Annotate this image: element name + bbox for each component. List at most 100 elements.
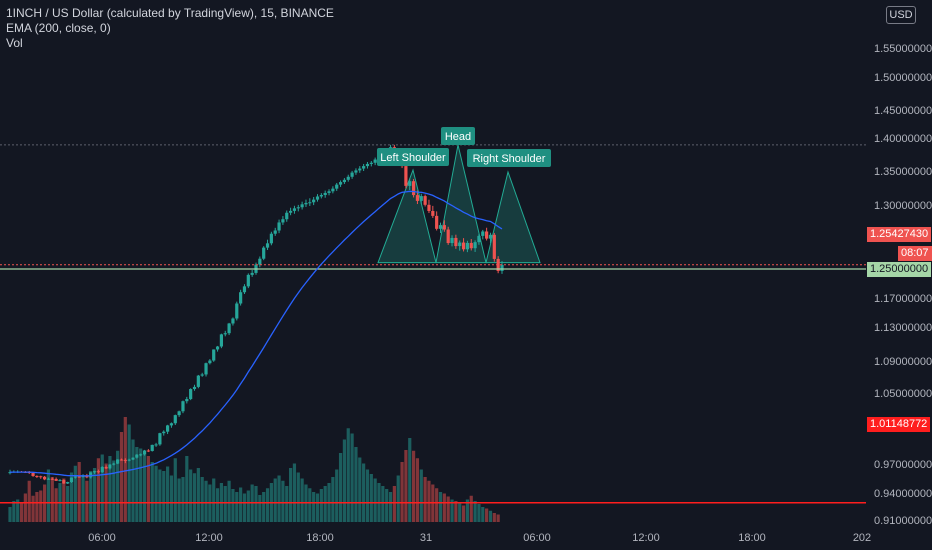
candle-body	[200, 374, 204, 376]
volume-bar	[81, 475, 85, 522]
volume-bar	[50, 477, 54, 522]
y-tick-label: 0.91000000	[874, 515, 932, 527]
volume-bar	[235, 492, 239, 522]
volume-bar	[373, 478, 377, 522]
volume-bar	[458, 503, 462, 522]
ema-indicator-label[interactable]: EMA (200, close, 0)	[6, 21, 111, 35]
candle-body	[215, 346, 220, 350]
candle-body	[346, 176, 350, 180]
x-tick-label: 12:00	[632, 532, 660, 544]
horizontal-lines	[0, 144, 866, 504]
volume-bar	[189, 469, 193, 522]
candle-body	[189, 389, 193, 400]
volume-bar	[496, 514, 500, 522]
candle-body	[300, 204, 304, 208]
volume-bar	[473, 501, 477, 522]
candle-body	[250, 272, 254, 275]
candle-body	[77, 476, 81, 478]
candle-body	[315, 196, 320, 200]
symbol-title[interactable]: 1INCH / US Dollar (calculated by Trading…	[6, 6, 334, 20]
candle-body	[123, 459, 127, 461]
candle-body	[35, 475, 39, 477]
time-axis[interactable]: 06:00 12:00 18:00 31 06:00 12:00 18:00 202	[88, 532, 871, 544]
x-tick-label: 12:00	[195, 532, 223, 544]
volume-bar	[112, 460, 116, 522]
candle-body	[373, 159, 377, 163]
candle-body	[58, 480, 62, 482]
volume-bar	[165, 466, 170, 522]
candle-body	[273, 230, 277, 234]
volume-bar	[119, 432, 124, 522]
volume-bar	[469, 495, 473, 522]
candle-body	[165, 425, 170, 432]
candle-body	[196, 375, 200, 387]
volume-bar	[265, 488, 270, 522]
candle-body	[277, 222, 281, 231]
volume-bar	[350, 433, 354, 522]
candle-body	[135, 454, 139, 458]
volume-bar	[288, 468, 293, 522]
price-axis[interactable]: 1.55000000 1.50000000 1.45000000 1.40000000…	[874, 43, 932, 527]
candle-body	[415, 195, 420, 201]
volume-bar	[231, 489, 235, 522]
candle-body	[281, 219, 285, 223]
candle-body	[66, 482, 70, 484]
candle-body	[181, 401, 185, 412]
candle-body	[8, 472, 12, 474]
candle-body	[219, 334, 224, 347]
candle-body	[239, 292, 243, 304]
candle-body	[354, 170, 358, 173]
volume-bar	[446, 496, 450, 522]
volume-bar	[96, 458, 101, 522]
candle-body	[481, 231, 485, 236]
candle-body	[408, 181, 412, 186]
volume-bar	[423, 477, 427, 522]
volume-bar	[196, 468, 200, 522]
candle-body	[492, 234, 496, 259]
currency-button[interactable]: USD	[886, 6, 916, 24]
volume-bar	[204, 480, 208, 522]
head-label: Head	[445, 131, 471, 143]
red-line-level-tag: 1.01148772	[867, 417, 931, 432]
y-tick-label: 1.35000000	[874, 166, 932, 178]
y-tick-label: 1.45000000	[874, 105, 932, 117]
candle-body	[100, 466, 104, 473]
volume-bar	[312, 492, 316, 522]
candle-body	[308, 202, 312, 204]
y-tick-label: 1.05000000	[874, 388, 932, 400]
candle-body	[31, 473, 35, 476]
volume-bar	[127, 424, 131, 522]
candle-body	[288, 210, 293, 213]
volume-indicator-label[interactable]: Vol	[6, 36, 23, 50]
candle-body	[323, 192, 327, 196]
candle-body	[177, 411, 181, 416]
candle-body	[150, 444, 154, 451]
candle-body	[50, 478, 54, 480]
pattern-labels: Left Shoulder Head Right Shoulder	[377, 127, 551, 167]
candle-body	[335, 184, 339, 189]
volume-bars	[8, 417, 500, 522]
support-level-tag: 1.25000000	[867, 262, 932, 277]
volume-bar	[392, 486, 396, 522]
candle-body	[89, 472, 93, 478]
candle-body	[477, 235, 481, 243]
volume-bar	[8, 507, 12, 522]
x-tick-label: 06:00	[88, 532, 116, 544]
volume-bar	[131, 439, 135, 522]
volume-bar	[385, 489, 389, 522]
volume-bar	[12, 501, 16, 522]
candle-body	[435, 215, 439, 229]
candle-body	[62, 480, 66, 484]
volume-bar	[435, 488, 439, 522]
volume-bar	[16, 499, 20, 522]
candle-body	[154, 444, 158, 446]
candle-body	[358, 168, 362, 171]
right-shoulder-label-bg	[467, 149, 551, 167]
volume-bar	[388, 492, 393, 522]
volume-bar	[369, 474, 373, 522]
volume-bar	[323, 486, 327, 522]
volume-bar	[454, 501, 458, 522]
candle-body	[292, 208, 297, 211]
candle-body	[458, 242, 462, 247]
